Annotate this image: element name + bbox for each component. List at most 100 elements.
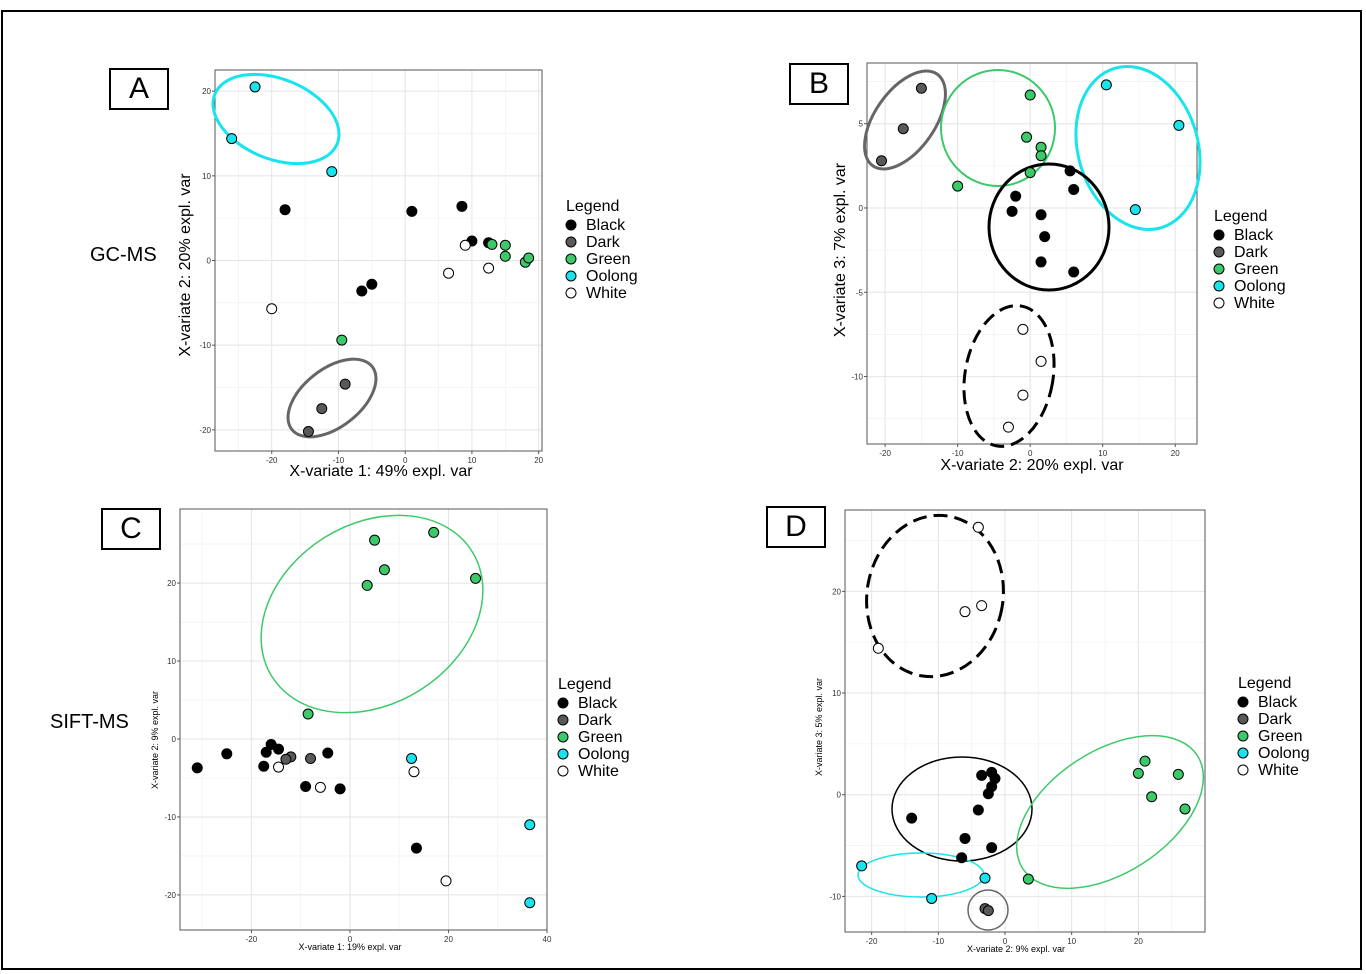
point-black: [1006, 205, 1018, 217]
legend-key-green: [565, 253, 577, 265]
point-black: [406, 205, 418, 217]
legend-key-green: [557, 731, 569, 743]
point-oolong: [326, 166, 338, 178]
y-axis-title: X-variate 3: 5% expl. var: [814, 678, 824, 776]
y-tick-label: -10: [851, 373, 863, 382]
x-axis-title: X-variate 1: 19% expl. var: [298, 942, 401, 952]
legend-title: Legend: [1214, 208, 1267, 225]
point-black: [279, 204, 291, 216]
point-green: [428, 526, 440, 538]
y-tick-label: 20: [202, 87, 211, 96]
point-black: [273, 743, 285, 755]
x-tick-label: -10: [933, 937, 945, 946]
y-tick-label: 0: [207, 257, 212, 266]
legend-label-oolong: Oolong: [1234, 278, 1286, 295]
x-tick-label: 0: [1028, 449, 1033, 458]
ellipse-dark: [286, 357, 378, 439]
point-white: [440, 875, 452, 887]
point-black: [191, 762, 203, 774]
point-green: [302, 708, 314, 720]
legend-title: Legend: [1238, 675, 1291, 692]
y-axis-title: X-variate 2: 9% expl. var: [150, 691, 160, 789]
legend-label-black: Black: [1258, 694, 1298, 711]
point-green: [1139, 755, 1151, 767]
point-black: [956, 852, 968, 864]
y-tick-label: 0: [837, 791, 842, 800]
point-black: [1010, 190, 1022, 202]
point-dark: [316, 403, 328, 415]
point-black: [1068, 266, 1080, 278]
point-white: [972, 521, 984, 533]
plot-background: [180, 509, 547, 930]
legend-key-dark: [565, 236, 577, 248]
legend-key-dark: [1213, 246, 1225, 258]
y-tick-label: 0: [859, 204, 864, 213]
scatter-panel-b: -20 -10 0 10 20 -10 -5 0 5 X-variate 2: 20% expl.…: [832, 62, 1286, 474]
point-green: [369, 534, 381, 546]
x-tick-label: -10: [333, 456, 345, 465]
plot-border: [866, 62, 1198, 445]
y-tick-label: -10: [164, 813, 176, 822]
legend-key-white: [565, 287, 577, 299]
point-white: [872, 642, 884, 654]
point-dark: [915, 82, 927, 94]
point-oolong: [1129, 204, 1141, 216]
point-oolong: [226, 133, 238, 145]
legend-key-white: [557, 765, 569, 777]
y-tick-label: 10: [167, 657, 176, 666]
confidence-ellipses: [863, 65, 1202, 448]
point-black: [300, 781, 312, 793]
x-tick-label: 10: [1098, 449, 1107, 458]
point-black: [1064, 165, 1076, 177]
point-oolong: [926, 892, 938, 904]
point-green: [361, 579, 373, 591]
legend-label-green: Green: [1234, 261, 1278, 278]
plot-background: [867, 63, 1197, 444]
point-white: [1035, 355, 1047, 367]
ellipse-oolong: [211, 72, 341, 166]
point-black: [906, 812, 918, 824]
ellipse-dark: [967, 889, 1009, 931]
x-tick-label: 40: [543, 935, 552, 944]
point-green: [1022, 873, 1034, 885]
point-green: [1146, 791, 1158, 803]
legend-key-black: [1213, 229, 1225, 241]
point-green: [1035, 150, 1047, 162]
legend-key-dark: [557, 714, 569, 726]
point-dark: [982, 905, 994, 917]
point-dark: [302, 426, 314, 438]
legend-title: Legend: [558, 676, 611, 693]
plot-border: [179, 508, 548, 931]
point-oolong: [524, 819, 536, 831]
plot-background: [845, 510, 1205, 932]
point-green: [499, 250, 511, 262]
point-black: [982, 788, 994, 800]
legend-label-black: Black: [586, 217, 626, 234]
legend-key-black: [565, 219, 577, 231]
legend-label-dark: Dark: [586, 234, 621, 251]
x-tick-label: 20: [534, 456, 543, 465]
point-white: [408, 766, 420, 778]
ellipse-green: [1015, 734, 1205, 890]
legend-key-white: [1237, 764, 1249, 776]
legend-label-dark: Dark: [578, 712, 613, 729]
data-points: [191, 526, 536, 909]
ellipse-green: [940, 69, 1056, 187]
x-tick-label: 0: [403, 456, 408, 465]
point-oolong: [856, 860, 868, 872]
legend-key-oolong: [1213, 280, 1225, 292]
legend-key-black: [1237, 696, 1249, 708]
point-black: [322, 747, 334, 759]
legend-label-white: White: [578, 763, 619, 780]
legend-key-oolong: [557, 748, 569, 760]
x-axis-title: X-variate 1: 49% expl. var: [289, 463, 473, 480]
point-white: [266, 303, 278, 315]
point-green: [499, 239, 511, 251]
point-white: [459, 239, 471, 251]
panel-label-a: A: [109, 68, 169, 110]
point-oolong: [249, 81, 261, 93]
